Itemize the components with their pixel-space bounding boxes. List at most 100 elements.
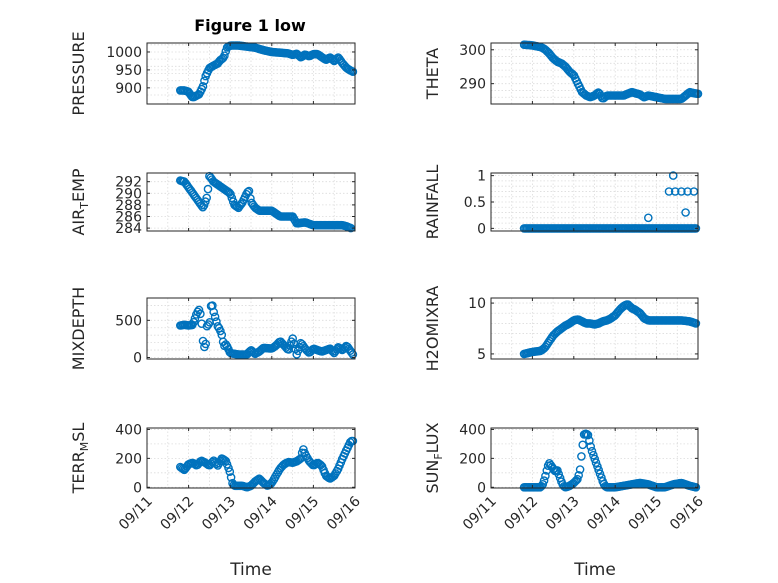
y-ticks: 0 200 400 [115, 422, 355, 496]
x-tick-label: 09/16 [324, 493, 364, 533]
data-point [592, 89, 602, 98]
data-point [201, 339, 210, 349]
data-point [644, 213, 653, 223]
data-point [578, 440, 588, 450]
data-point [587, 446, 597, 456]
y-axis-label: PRESSURE [69, 31, 88, 115]
plot-area [147, 43, 355, 104]
y-tick-label: 0 [133, 351, 142, 367]
data-point [288, 334, 298, 343]
data-point [221, 47, 231, 56]
y-axis-label-tail: EMP [69, 168, 88, 202]
marker-series [175, 171, 356, 233]
data-point [539, 476, 549, 485]
y-axis-label: THETA [423, 48, 442, 100]
subplot-6: 5 10 H2OMIXRA [423, 286, 701, 372]
data-point [315, 459, 324, 469]
grid-lines [491, 173, 698, 231]
data-point [224, 463, 233, 473]
data-point [236, 199, 246, 209]
y-axis-label: MIXDEPTH [69, 287, 88, 370]
data-point [590, 454, 600, 464]
data-point [577, 452, 586, 461]
marker-series [519, 429, 701, 492]
data-point [200, 76, 209, 86]
x-ticks [490, 298, 699, 359]
subplot-8: 09/11 09/12 09/13 09/14 09/15 09/16 0 200 400 SUN… [423, 422, 707, 533]
data-point [585, 436, 594, 445]
y-tick-label: 1 [477, 169, 486, 185]
marker-series [519, 171, 701, 233]
data-point [541, 471, 550, 481]
data-point [554, 469, 564, 479]
data-point [225, 467, 235, 477]
data-point [681, 208, 690, 217]
y-ticks: 0 200 400 [459, 422, 698, 496]
y-tick-label: 400 [115, 422, 142, 438]
data-point [227, 193, 237, 203]
x-axis-label-right: Time [573, 560, 616, 580]
y-tick-label: 0.5 [464, 195, 486, 211]
y-axis-label-subscript: F [432, 453, 445, 459]
data-point [691, 319, 701, 328]
y-tick-label: 0 [477, 480, 486, 496]
data-point [216, 326, 225, 336]
data-point [677, 187, 686, 196]
data-point [348, 350, 358, 359]
data-point [189, 317, 198, 327]
y-axis-label: H2OMIXRA [423, 286, 442, 372]
y-axis-label-tail: LUX [423, 422, 442, 453]
data-point [222, 459, 232, 469]
y-axis-label-main: SUN [423, 460, 442, 494]
x-tick-label: 09/11 [460, 494, 500, 534]
y-ticks: 290 300 [459, 43, 698, 93]
y-tick-label: 950 [115, 63, 142, 79]
marker-series [519, 40, 703, 104]
y-tick-label: 10 [468, 296, 486, 312]
y-tick-label: 290 [459, 77, 486, 93]
axes-frame [146, 172, 356, 232]
y-axis-label-main: RAINFALL [423, 165, 442, 240]
subplot-5: 0 500 MIXDEPTH [69, 287, 358, 370]
y-axis-label-main: TERR [69, 451, 88, 494]
axes-frame [490, 297, 699, 360]
data-point [664, 187, 674, 196]
subplot-1: 900 950 1000 PRESSURE [69, 31, 358, 116]
data-point [575, 465, 585, 474]
x-ticks [146, 173, 356, 231]
data-point [567, 68, 576, 78]
marker-series [175, 41, 358, 102]
y-tick-label: 290 [115, 186, 142, 202]
y-axis-label-main: MIXDEPTH [69, 287, 88, 370]
data-point [591, 458, 601, 468]
y-tick-label: 900 [115, 81, 142, 97]
data-point [595, 469, 605, 479]
x-tick-label: 09/11 [116, 494, 156, 534]
y-axis-label: TERRMSL [69, 423, 91, 495]
data-point [194, 305, 204, 315]
data-point [573, 474, 582, 484]
x-ticks [146, 43, 356, 104]
data-point [691, 224, 701, 233]
y-axis-label: AIRTEMP [69, 168, 91, 235]
axes-frame [146, 42, 356, 105]
data-point [209, 307, 218, 317]
y-tick-label: 200 [459, 451, 486, 467]
data-point [593, 462, 602, 471]
data-point [196, 309, 205, 319]
marker-series [175, 301, 358, 359]
y-axis-label: SUNFLUX [423, 422, 445, 493]
y-tick-label: 286 [115, 210, 142, 226]
x-ticks [146, 298, 356, 359]
x-tick-label: 09/13 [543, 494, 583, 534]
x-ticks [490, 173, 699, 231]
x-tick-label: 09/16 [667, 493, 707, 533]
data-point [203, 184, 213, 194]
data-point [583, 430, 593, 440]
y-tick-label: 288 [115, 198, 142, 214]
data-point [221, 340, 231, 349]
data-point [348, 436, 358, 446]
data-point [668, 171, 678, 180]
